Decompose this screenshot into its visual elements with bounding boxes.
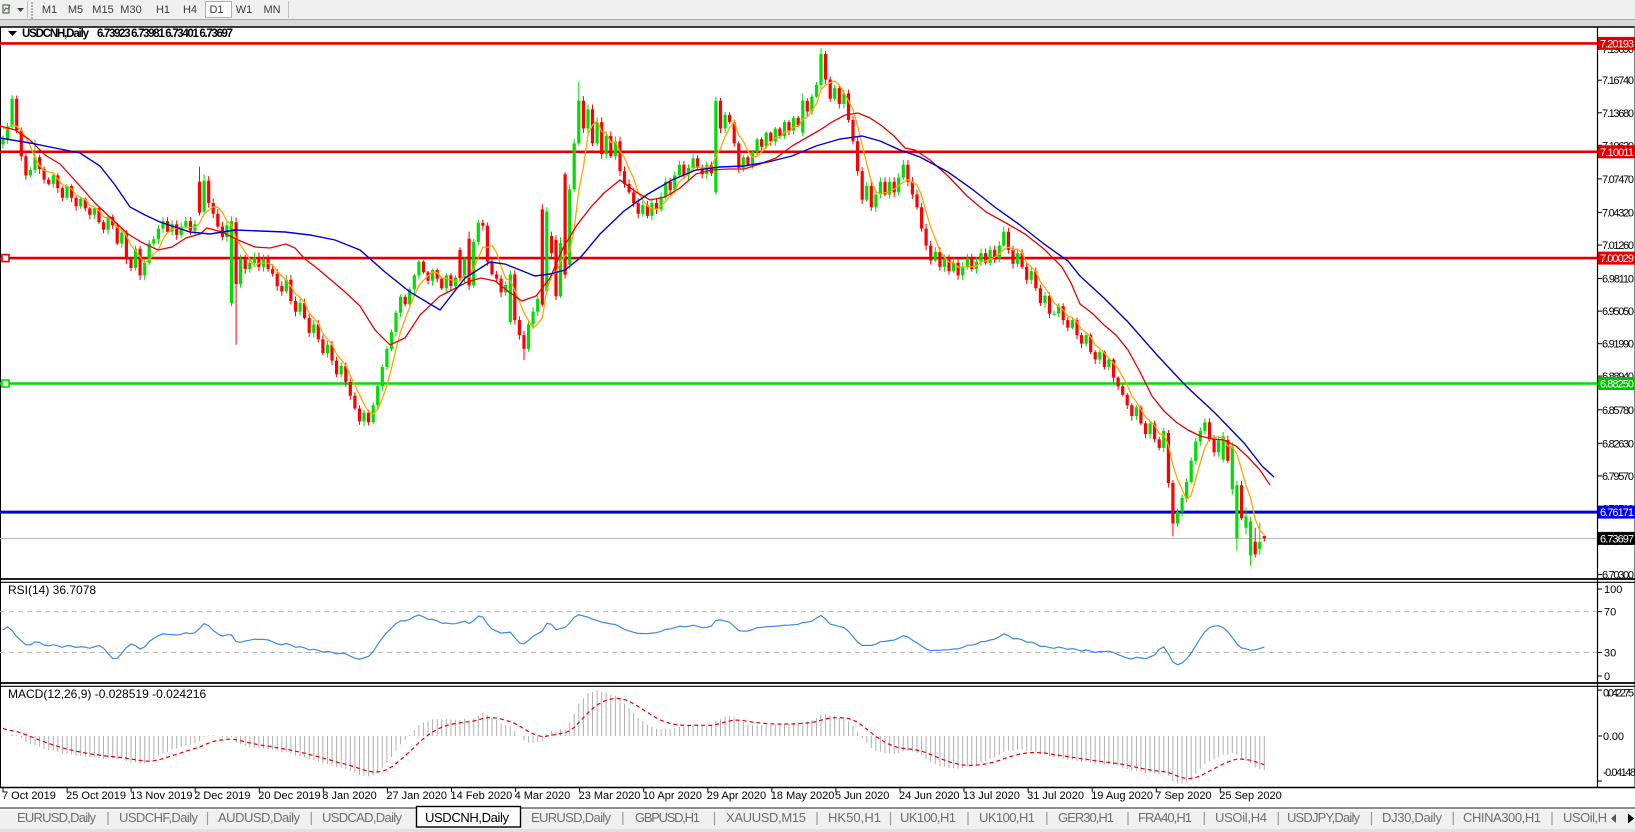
svg-text:0: 0	[1604, 671, 1610, 683]
svg-text:MN: MN	[263, 4, 280, 16]
svg-text:19 Aug 2020: 19 Aug 2020	[1091, 790, 1153, 802]
svg-text:6.76171: 6.76171	[1600, 507, 1634, 519]
svg-text:USOil,H4: USOil,H4	[1215, 810, 1267, 825]
svg-text:-0.04148: -0.04148	[1603, 767, 1635, 779]
svg-text:USOil,H: USOil,H	[1563, 810, 1607, 825]
svg-text:UK100,H1: UK100,H1	[900, 810, 956, 825]
svg-text:USDCAD,Daily: USDCAD,Daily	[322, 810, 403, 825]
svg-text:70: 70	[1604, 607, 1616, 619]
svg-text:8 Jan 2020: 8 Jan 2020	[322, 790, 376, 802]
svg-text:6.82630: 6.82630	[1602, 438, 1634, 450]
svg-text:0.042275: 0.042275	[1603, 688, 1634, 700]
svg-text:6.88250: 6.88250	[1600, 379, 1634, 391]
svg-text:31 Jul 2020: 31 Jul 2020	[1027, 790, 1084, 802]
svg-text:6.79570: 6.79570	[1602, 471, 1634, 483]
svg-text:HK50,H1: HK50,H1	[828, 810, 881, 825]
svg-text:CHINA300,H1: CHINA300,H1	[1463, 810, 1541, 825]
svg-text:7.04320: 7.04320	[1602, 207, 1634, 219]
svg-text:5 Jun 2020: 5 Jun 2020	[835, 790, 889, 802]
svg-text:GER30,H1: GER30,H1	[1058, 810, 1114, 825]
svg-text:4 Mar 2020: 4 Mar 2020	[515, 790, 571, 802]
svg-text:2 Dec 2019: 2 Dec 2019	[194, 790, 250, 802]
svg-text:USDJPY,Daily: USDJPY,Daily	[1287, 810, 1361, 825]
svg-text:7.16740: 7.16740	[1602, 75, 1634, 87]
svg-text:7.07470: 7.07470	[1602, 174, 1634, 186]
svg-text:14 Feb 2020: 14 Feb 2020	[451, 790, 513, 802]
svg-text:20 Dec 2019: 20 Dec 2019	[258, 790, 320, 802]
svg-text:DJ30,Daily: DJ30,Daily	[1382, 810, 1443, 825]
svg-text:7.13680: 7.13680	[1602, 108, 1634, 120]
svg-text:6.70300: 6.70300	[1602, 570, 1634, 582]
svg-text:0.00: 0.00	[1603, 731, 1624, 743]
svg-text:6.73923 6.73981 6.73401 6.7369: 6.73923 6.73981 6.73401 6.73697	[97, 28, 233, 40]
svg-text:10 Apr 2020: 10 Apr 2020	[643, 790, 702, 802]
svg-text:7 Sep 2020: 7 Sep 2020	[1155, 790, 1211, 802]
svg-text:23 Mar 2020: 23 Mar 2020	[579, 790, 641, 802]
svg-text:13 Nov 2019: 13 Nov 2019	[130, 790, 192, 802]
svg-text:FRA40,H1: FRA40,H1	[1138, 810, 1192, 825]
svg-text:6.91990: 6.91990	[1602, 339, 1634, 351]
svg-text:W1: W1	[236, 4, 253, 16]
svg-text:H4: H4	[183, 4, 197, 16]
svg-text:7.10011: 7.10011	[1600, 147, 1634, 159]
svg-text:100: 100	[1604, 584, 1622, 596]
svg-text:13 Jul 2020: 13 Jul 2020	[963, 790, 1020, 802]
svg-text:7 Oct 2019: 7 Oct 2019	[2, 790, 56, 802]
svg-text:6.95050: 6.95050	[1602, 306, 1634, 318]
svg-text:25 Oct 2019: 25 Oct 2019	[66, 790, 126, 802]
svg-text:M5: M5	[68, 4, 83, 16]
svg-text:AUDUSD,Daily: AUDUSD,Daily	[218, 810, 301, 825]
svg-text:USDCNH,Daily: USDCNH,Daily	[425, 810, 510, 825]
svg-text:H1: H1	[156, 4, 170, 16]
svg-text:6.85780: 6.85780	[1602, 405, 1634, 417]
svg-text:EURUSD,Daily: EURUSD,Daily	[17, 810, 97, 825]
svg-text:6.98110: 6.98110	[1602, 274, 1634, 286]
svg-text:XAUUSD,M15: XAUUSD,M15	[726, 810, 806, 825]
svg-text:6.73697: 6.73697	[1600, 533, 1634, 545]
svg-text:M30: M30	[120, 4, 141, 16]
svg-text:M1: M1	[42, 4, 57, 16]
svg-text:24 Jun 2020: 24 Jun 2020	[899, 790, 960, 802]
svg-text:7.20193: 7.20193	[1600, 38, 1634, 50]
svg-text:EURUSD,Daily: EURUSD,Daily	[531, 810, 612, 825]
svg-text:USDCNH,Daily: USDCNH,Daily	[22, 28, 90, 40]
svg-text:MACD(12,26,9) -0.028519 -0.024: MACD(12,26,9) -0.028519 -0.024216	[8, 687, 206, 701]
svg-text:M15: M15	[92, 4, 113, 16]
svg-text:7.00029: 7.00029	[1600, 253, 1634, 265]
svg-text:D1: D1	[209, 4, 223, 16]
svg-text:27 Jan 2020: 27 Jan 2020	[386, 790, 447, 802]
svg-text:30: 30	[1604, 648, 1616, 660]
svg-text:25 Sep 2020: 25 Sep 2020	[1219, 790, 1281, 802]
svg-text:7.01260: 7.01260	[1602, 240, 1634, 252]
svg-text:USDCHF,Daily: USDCHF,Daily	[119, 810, 199, 825]
svg-text:GBPUSD,H1: GBPUSD,H1	[635, 810, 700, 825]
svg-text:29 Apr 2020: 29 Apr 2020	[707, 790, 766, 802]
svg-text:RSI(14) 36.7078: RSI(14) 36.7078	[8, 583, 96, 597]
svg-text:UK100,H1: UK100,H1	[979, 810, 1035, 825]
svg-text:18 May 2020: 18 May 2020	[771, 790, 835, 802]
